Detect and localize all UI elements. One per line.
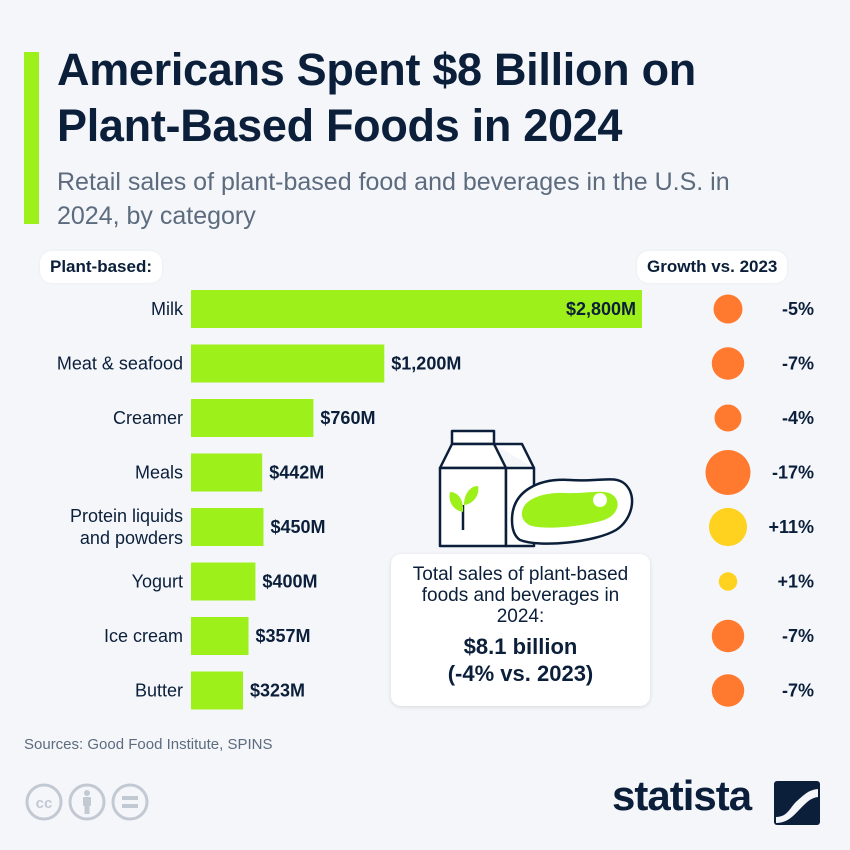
license-icons: cc <box>25 783 149 821</box>
value-label: $400M <box>262 572 317 592</box>
bar-ice-cream <box>191 617 249 655</box>
bar-protein-liquids-and-powders <box>191 508 264 546</box>
svg-text:cc: cc <box>36 795 53 812</box>
category-label: Protein liquids and powders <box>70 506 183 548</box>
category-label: Meat & seafood <box>57 354 183 374</box>
total-sales-change: (-4% vs. 2023) <box>447 661 594 686</box>
statista-logo-icon[interactable] <box>774 781 820 825</box>
source-note: Sources: Good Food Institute, SPINS <box>24 736 273 753</box>
category-label: Creamer <box>113 408 183 428</box>
category-label: Butter <box>135 681 183 701</box>
bar-yogurt <box>191 562 256 601</box>
bar-milk <box>191 290 642 328</box>
bar-creamer <box>191 399 314 437</box>
category-label: Meals <box>135 463 183 483</box>
growth-dot <box>711 674 745 707</box>
growth-dot <box>711 347 745 380</box>
chart-subtitle: Retail sales of plant-based food and bev… <box>57 168 730 230</box>
category-header: Plant-based: <box>40 251 163 283</box>
growth-dot <box>714 404 742 432</box>
category-label: Yogurt <box>132 572 183 592</box>
statista-logo-text[interactable]: statista <box>612 772 752 819</box>
growth-dot <box>713 294 743 324</box>
growth-dot <box>711 619 745 653</box>
bar-butter <box>191 671 244 710</box>
value-label: $357M <box>256 626 311 646</box>
growth-dot <box>705 450 751 495</box>
growth-label: -5% <box>782 299 814 319</box>
growth-label: -4% <box>782 408 814 428</box>
value-label: $760M <box>320 408 375 428</box>
category-label: Milk <box>151 299 184 319</box>
total-sales-text: Total sales of plant-based foods and bev… <box>412 564 629 627</box>
attribution-icon[interactable] <box>68 783 106 821</box>
growth-label: -17% <box>772 463 814 483</box>
title-accent-bar <box>24 52 39 224</box>
value-label: $450M <box>270 517 325 537</box>
value-label: $1,200M <box>391 354 461 374</box>
growth-label: -7% <box>782 626 814 646</box>
value-label: $2,800M <box>566 299 636 319</box>
growth-dot <box>718 572 738 591</box>
creative-commons-icon[interactable]: cc <box>25 783 63 821</box>
total-sales-value: $8.1 billion <box>463 634 578 659</box>
bar-meat-seafood <box>191 344 385 383</box>
growth-label: +1% <box>777 572 814 592</box>
chart-title: Americans Spent $8 Billion on Plant-Base… <box>57 44 696 151</box>
total-sales-box: Total sales of plant-based foods and bev… <box>391 554 650 706</box>
category-label: Ice cream <box>104 626 183 646</box>
growth-label: -7% <box>782 681 814 701</box>
value-label: $323M <box>250 681 305 701</box>
value-label: $442M <box>269 463 324 483</box>
growth-header: Growth vs. 2023 <box>637 251 788 283</box>
no-derivatives-icon[interactable] <box>111 783 149 821</box>
growth-dot <box>708 507 748 547</box>
growth-label: +11% <box>768 517 814 537</box>
growth-label: -7% <box>782 354 814 374</box>
bar-meals <box>191 453 263 492</box>
